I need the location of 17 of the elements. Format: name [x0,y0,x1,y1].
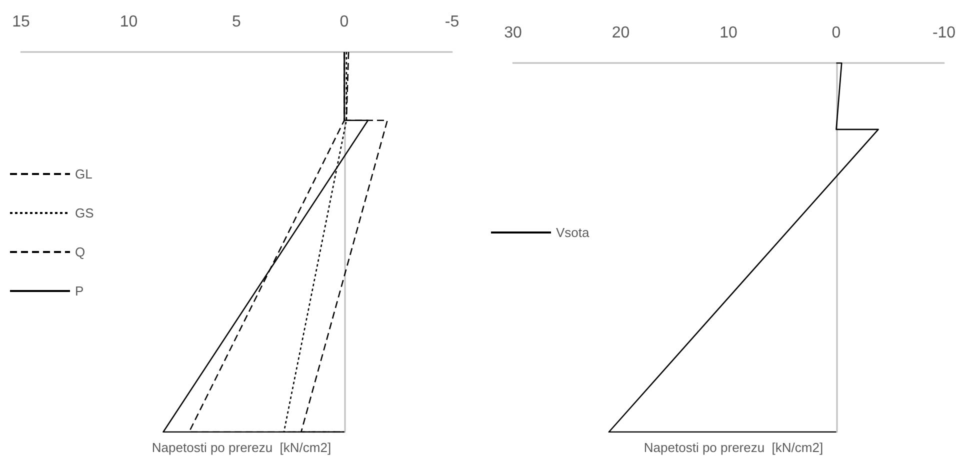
x-tick-label: 30 [504,24,522,42]
x-tick-label: -5 [444,14,460,30]
legend-label: P [75,284,84,298]
x-tick-label: 0 [832,24,841,42]
x-tick-label: 10 [120,14,138,30]
legend-label: Q [75,244,86,260]
legend-label: GL [75,166,92,182]
x-axis-title: Napetosti po prerezu [kN/cm2] [152,440,332,455]
legend-label: Vsota [556,225,590,240]
x-tick-label: 15 [12,14,30,30]
x-tick-label: -10 [932,24,956,42]
x-tick-label: 5 [232,14,242,30]
x-tick-label: 0 [340,14,349,30]
x-tick-label: 10 [720,24,738,42]
x-tick-label: 20 [612,24,630,42]
x-axis-title: Napetosti po prerezu [kN/cm2] [644,440,824,455]
legend-label: GS [75,206,94,220]
